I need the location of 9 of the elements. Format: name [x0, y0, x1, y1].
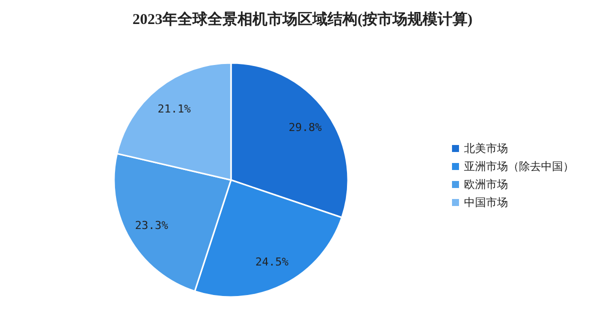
data-label: 21.1% [158, 102, 192, 116]
chart-title: 2023年全球全景相机市场区域结构(按市场规模计算) [132, 10, 472, 28]
data-label: 23.3% [134, 218, 168, 232]
data-label: 24.5% [255, 256, 289, 269]
legend-label: 亚洲市场（除去中国） [464, 160, 574, 173]
legend-label: 中国市场 [464, 196, 508, 209]
data-label: 29.8% [288, 120, 322, 134]
legend-label: 欧洲市场 [464, 178, 508, 191]
legend-label: 北美市场 [464, 142, 508, 155]
